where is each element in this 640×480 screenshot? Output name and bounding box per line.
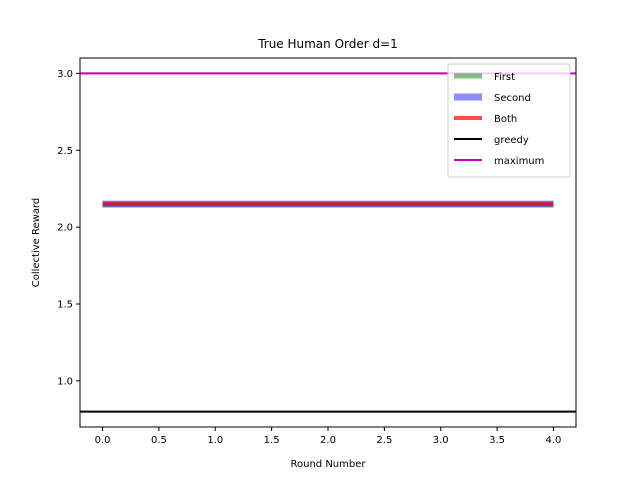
legend-label-second: Second — [494, 93, 531, 104]
x-tick-label: 4.0 — [546, 435, 562, 446]
x-tick-label: 1.5 — [264, 435, 280, 446]
legend-label-greedy: greedy — [494, 135, 529, 146]
legend-box — [447, 63, 571, 178]
legend-label-both: Both — [494, 114, 517, 125]
x-axis-label: Round Number — [291, 459, 367, 470]
x-tick-label: 2.0 — [320, 435, 336, 446]
legend: First Second Both greedy maximum — [447, 63, 571, 178]
chart-title: True Human Order d=1 — [257, 37, 398, 51]
x-tick-label: 0.5 — [151, 435, 167, 446]
x-axis: 0.0 0.5 1.0 1.5 2.0 2.5 3.0 3.5 4.0 — [95, 427, 562, 446]
x-tick-label: 2.5 — [376, 435, 392, 446]
x-tick-label: 0.0 — [95, 435, 111, 446]
x-tick-label: 1.0 — [207, 435, 223, 446]
y-axis: 1.0 1.5 2.0 2.5 3.0 — [57, 69, 80, 387]
legend-label-first: First — [494, 72, 515, 83]
y-tick-label: 1.5 — [57, 300, 73, 311]
y-tick-label: 1.0 — [57, 376, 73, 387]
x-tick-label: 3.0 — [433, 435, 449, 446]
y-axis-label: Collective Reward — [31, 198, 42, 288]
legend-label-maximum: maximum — [494, 156, 544, 167]
x-tick-label: 3.5 — [489, 435, 505, 446]
y-tick-label: 3.0 — [57, 69, 73, 80]
y-tick-label: 2.5 — [57, 146, 73, 157]
y-tick-label: 2.0 — [57, 223, 73, 234]
